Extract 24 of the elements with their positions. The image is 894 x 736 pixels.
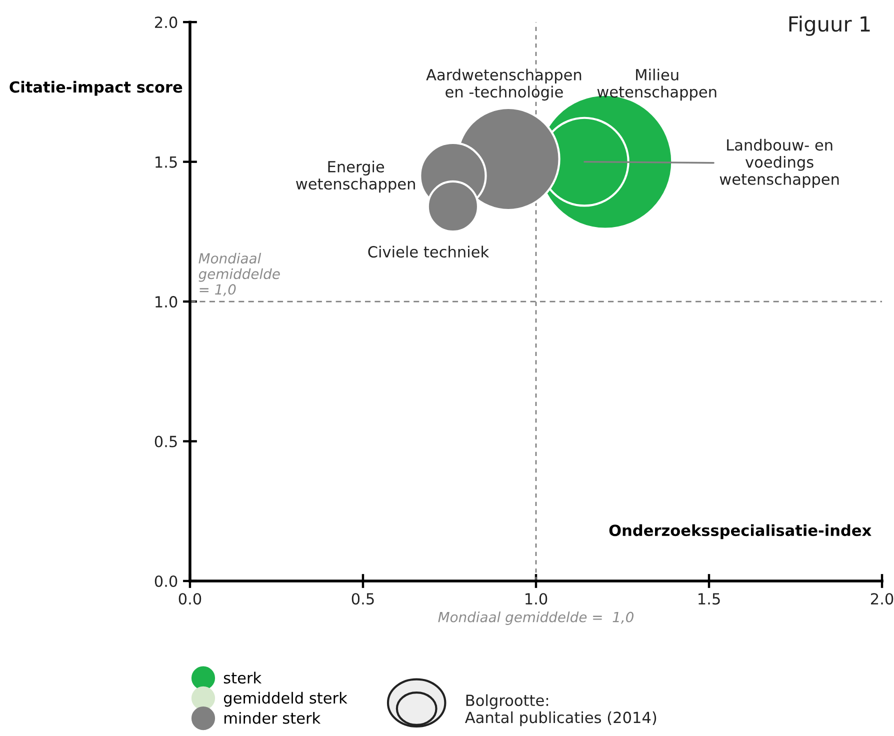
x-tick-label: 0.5: [352, 593, 374, 605]
annotation: Milieu wetenschappen: [597, 68, 716, 101]
ref-line-label: Mondiaal gemiddelde = 1,0: [198, 252, 280, 296]
x-tick-label: 1.5: [698, 593, 720, 605]
y-tick-label: 2.0: [154, 16, 178, 28]
x-tick-label: 0.0: [178, 593, 202, 605]
y-tick-label: 1.0: [156, 296, 178, 308]
text: Bolgrootte: Aantal publicaties (2014): [465, 694, 656, 726]
annotation: Aardwetenschappen en -technologie: [426, 68, 582, 101]
x-axis-title: Onderzoeksspecialisatie-index: [609, 524, 872, 540]
legend-label: gemiddeld sterk: [224, 692, 348, 707]
annotation: Landbouw- en voedings wetenschappen: [720, 138, 839, 188]
legend-label: sterk: [224, 672, 262, 684]
annotation: Energie wetenschappen: [296, 160, 415, 193]
x-tick-label: 2.0: [870, 593, 894, 605]
annotation: Civiele techniek: [368, 246, 490, 258]
ref-line-label: Mondiaal gemiddelde = 1,0: [438, 612, 634, 625]
y-axis-title: Citatie-impact score: [10, 80, 182, 96]
chart-title: Figuur 1: [789, 16, 870, 36]
y-tick-label: 1.5: [156, 156, 177, 168]
x-tick-label: 1.0: [526, 593, 548, 605]
legend-label: minder sterk: [224, 712, 321, 724]
y-tick-label: 0.0: [154, 575, 178, 588]
y-tick-label: 0.5: [154, 436, 177, 448]
